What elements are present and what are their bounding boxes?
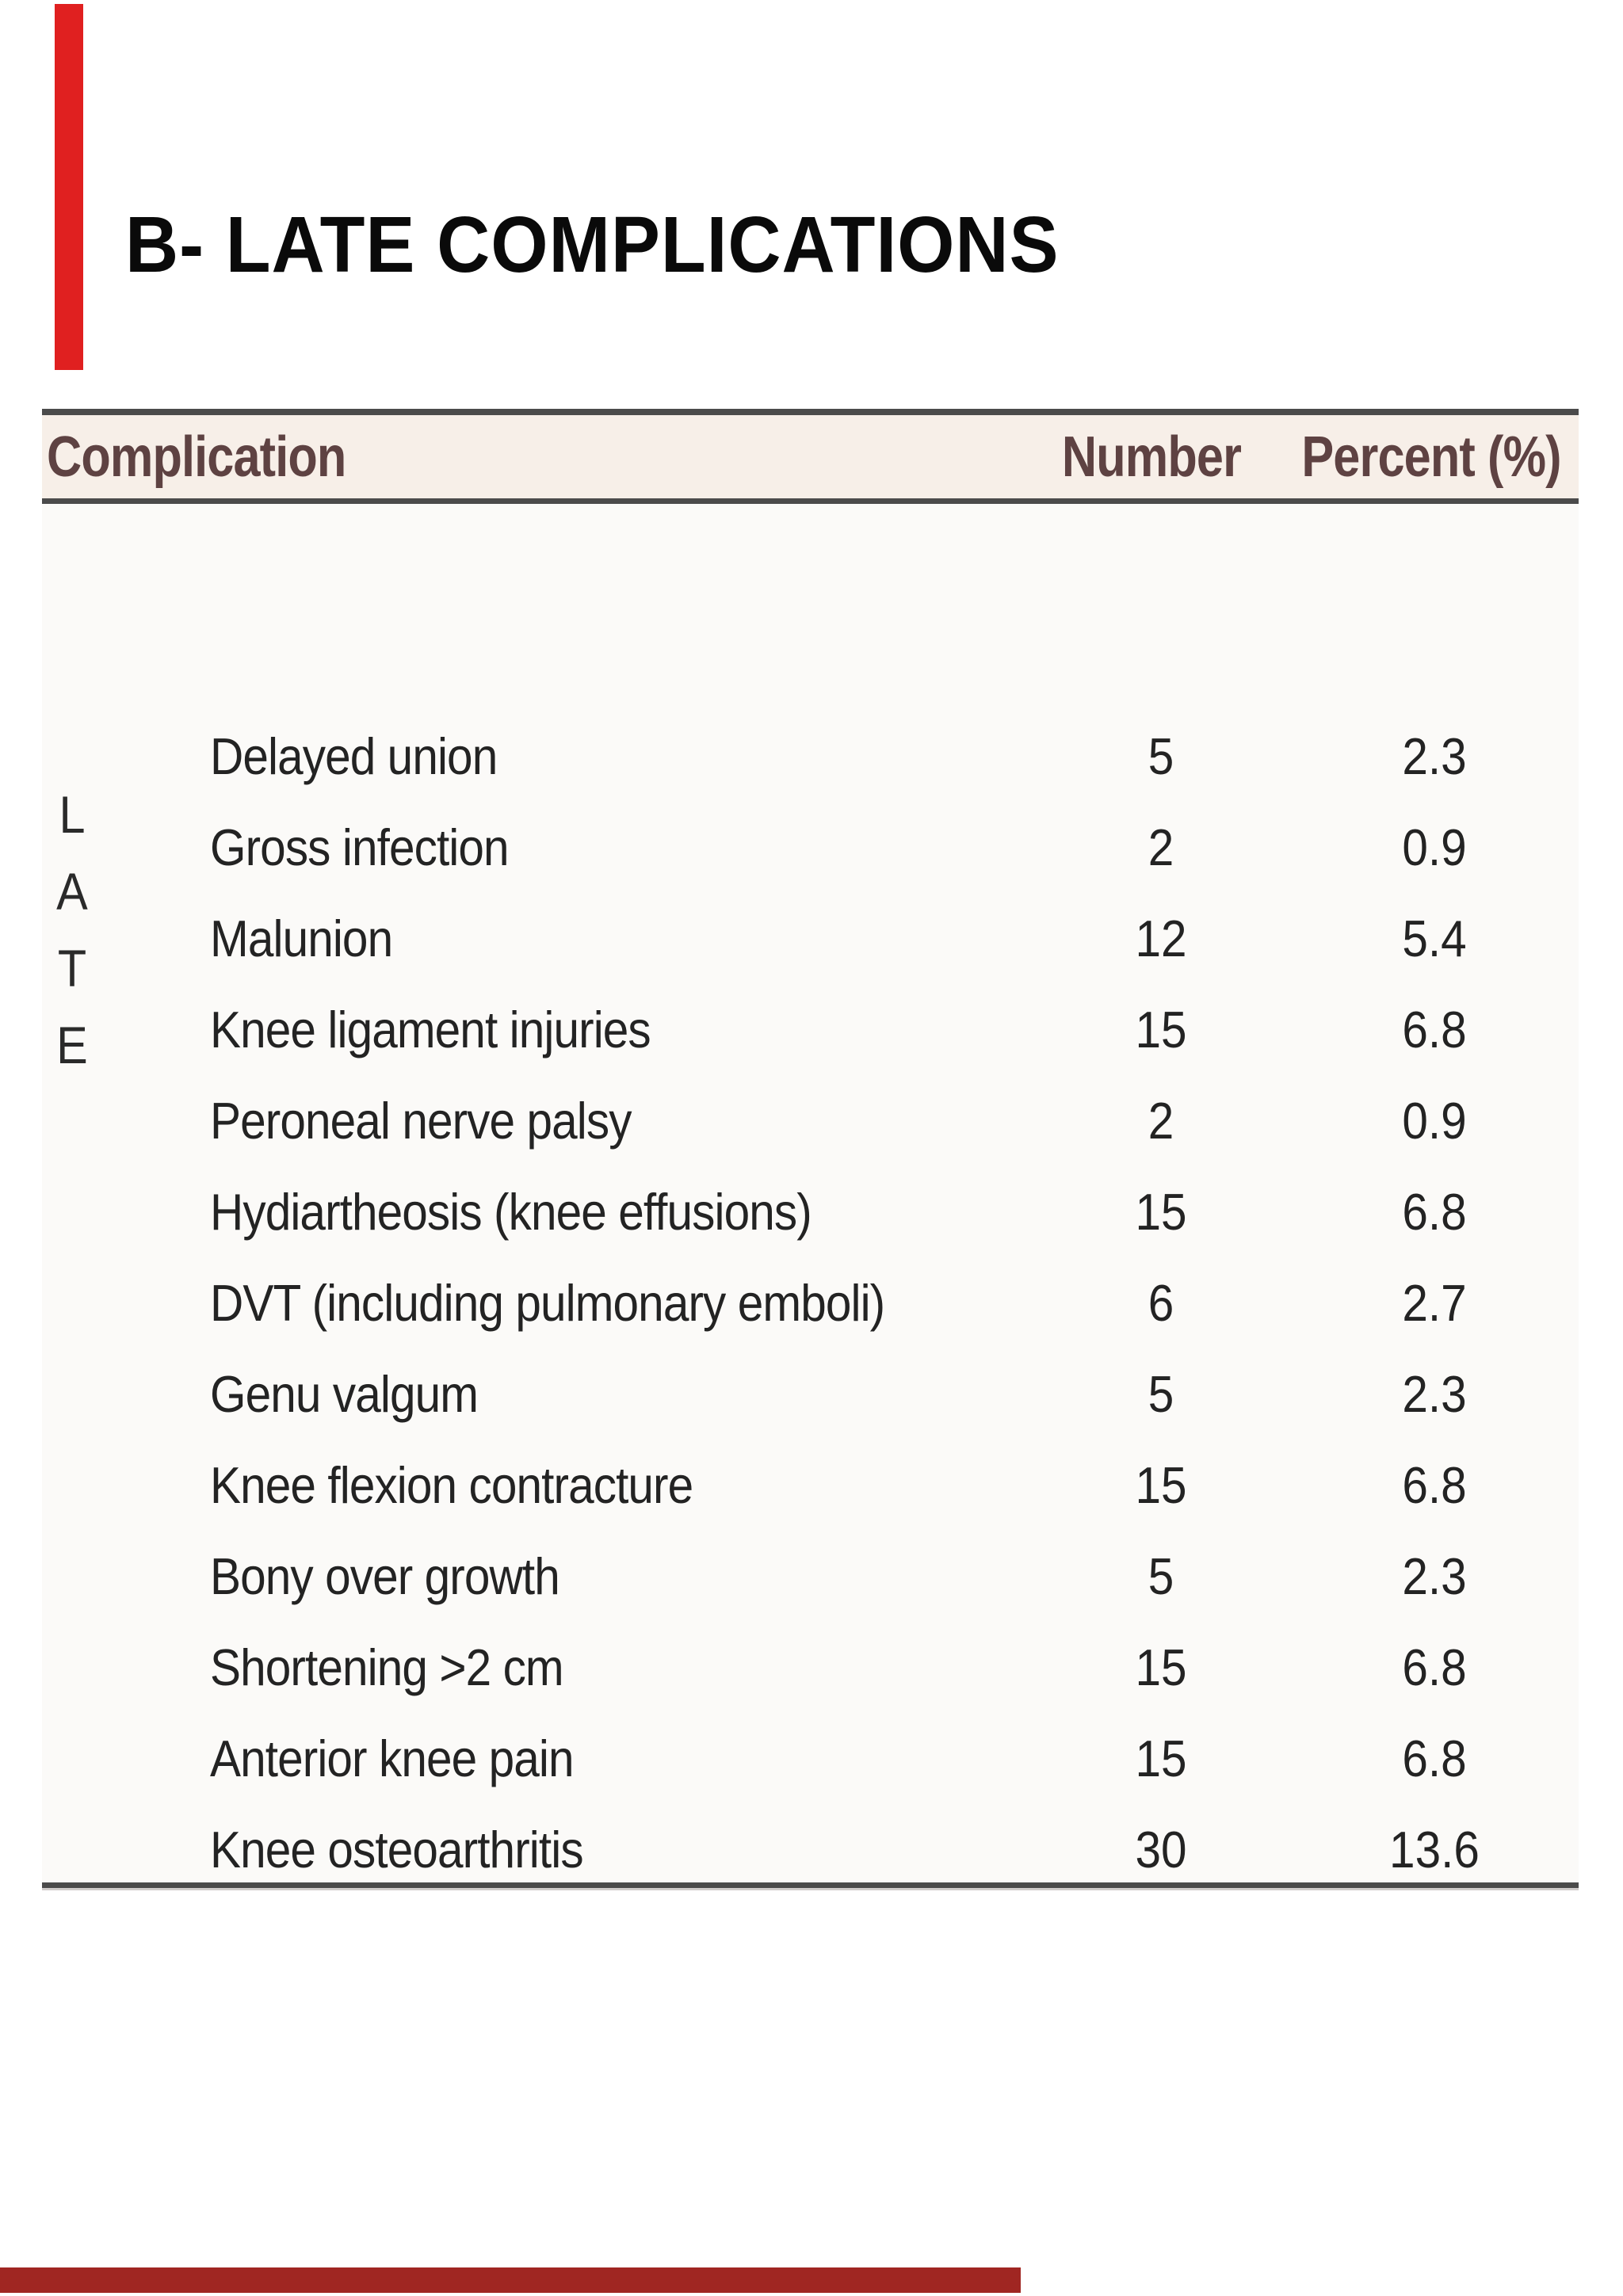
table-rows: Delayed union 5 2.3 Gross infection 2 0.… [42, 711, 1579, 1895]
table-row: Delayed union 5 2.3 [42, 711, 1579, 802]
table-row: Hydiartheosis (knee effusions) 15 6.8 [42, 1166, 1579, 1257]
table-row: Malunion 12 5.4 [42, 893, 1579, 984]
complication-cell: Peroneal nerve palsy [210, 1092, 632, 1150]
table-row: Knee flexion contracture 15 6.8 [42, 1440, 1579, 1531]
red-accent-bar [55, 4, 83, 370]
percent-cell: 0.9 [1402, 818, 1467, 876]
complication-cell: Gross infection [210, 818, 510, 876]
number-cell: 2 [1148, 818, 1174, 876]
complication-cell: DVT (including pulmonary emboli) [210, 1274, 885, 1332]
table-row: Gross infection 2 0.9 [42, 802, 1579, 893]
table-bottom-rule [42, 1882, 1579, 1888]
number-cell: 12 [1135, 910, 1187, 967]
late-letter: E [56, 1016, 88, 1074]
table-row: Anterior knee pain 15 6.8 [42, 1713, 1579, 1804]
complication-cell: Knee flexion contracture [210, 1456, 693, 1514]
percent-cell: 6.8 [1402, 1183, 1467, 1241]
page-title: B- LATE COMPLICATIONS [125, 200, 1060, 289]
percent-cell: 5.4 [1402, 910, 1467, 967]
number-cell: 15 [1135, 1183, 1187, 1241]
table-top-rule [42, 409, 1579, 415]
table-row: DVT (including pulmonary emboli) 6 2.7 [42, 1257, 1579, 1348]
maroon-footer-bar [0, 2267, 1021, 2293]
complication-cell: Shortening >2 cm [210, 1638, 564, 1696]
number-cell: 15 [1135, 1638, 1187, 1696]
column-header-complication: Complication [47, 425, 346, 489]
complication-cell: Delayed union [210, 727, 498, 785]
complication-cell: Hydiartheosis (knee effusions) [210, 1183, 812, 1241]
percent-cell: 6.8 [1402, 1456, 1467, 1514]
table-header-row: Complication Number Percent (%) [42, 415, 1579, 498]
percent-cell: 13.6 [1389, 1821, 1480, 1878]
percent-cell: 2.7 [1402, 1274, 1467, 1332]
table-row: Genu valgum 5 2.3 [42, 1348, 1579, 1440]
percent-cell: 2.3 [1402, 1547, 1467, 1605]
number-cell: 15 [1135, 1730, 1187, 1787]
percent-cell: 2.3 [1402, 727, 1467, 785]
number-cell: 5 [1148, 1365, 1174, 1423]
complication-cell: Bony over growth [210, 1547, 560, 1605]
table-row: Knee ligament injuries 15 6.8 [42, 984, 1579, 1075]
number-cell: 30 [1135, 1821, 1187, 1878]
number-cell: 5 [1148, 727, 1174, 785]
complication-cell: Malunion [210, 910, 393, 967]
number-cell: 5 [1148, 1547, 1174, 1605]
late-letter: L [59, 785, 86, 844]
number-cell: 6 [1148, 1274, 1174, 1332]
table-row: Bony over growth 5 2.3 [42, 1531, 1579, 1622]
table-row: Shortening >2 cm 15 6.8 [42, 1622, 1579, 1713]
percent-cell: 6.8 [1402, 1001, 1467, 1058]
table-header-rule [42, 498, 1579, 504]
percent-cell: 2.3 [1402, 1365, 1467, 1423]
percent-cell: 6.8 [1402, 1730, 1467, 1787]
table-body-background [42, 504, 1579, 1882]
complication-cell: Knee osteoarthritis [210, 1821, 584, 1878]
late-letter: T [57, 939, 87, 997]
number-cell: 15 [1135, 1456, 1187, 1514]
table-row: Knee osteoarthritis 30 13.6 [42, 1804, 1579, 1895]
table-row: Peroneal nerve palsy 2 0.9 [42, 1075, 1579, 1166]
number-cell: 2 [1148, 1092, 1174, 1150]
late-letter: A [56, 862, 88, 921]
complication-cell: Anterior knee pain [210, 1730, 575, 1787]
column-header-number: Number [1061, 425, 1242, 489]
percent-cell: 0.9 [1402, 1092, 1467, 1150]
percent-cell: 6.8 [1402, 1638, 1467, 1696]
complication-cell: Genu valgum [210, 1365, 479, 1423]
column-header-percent: Percent (%) [1301, 425, 1561, 489]
number-cell: 15 [1135, 1001, 1187, 1058]
complication-cell: Knee ligament injuries [210, 1001, 651, 1058]
